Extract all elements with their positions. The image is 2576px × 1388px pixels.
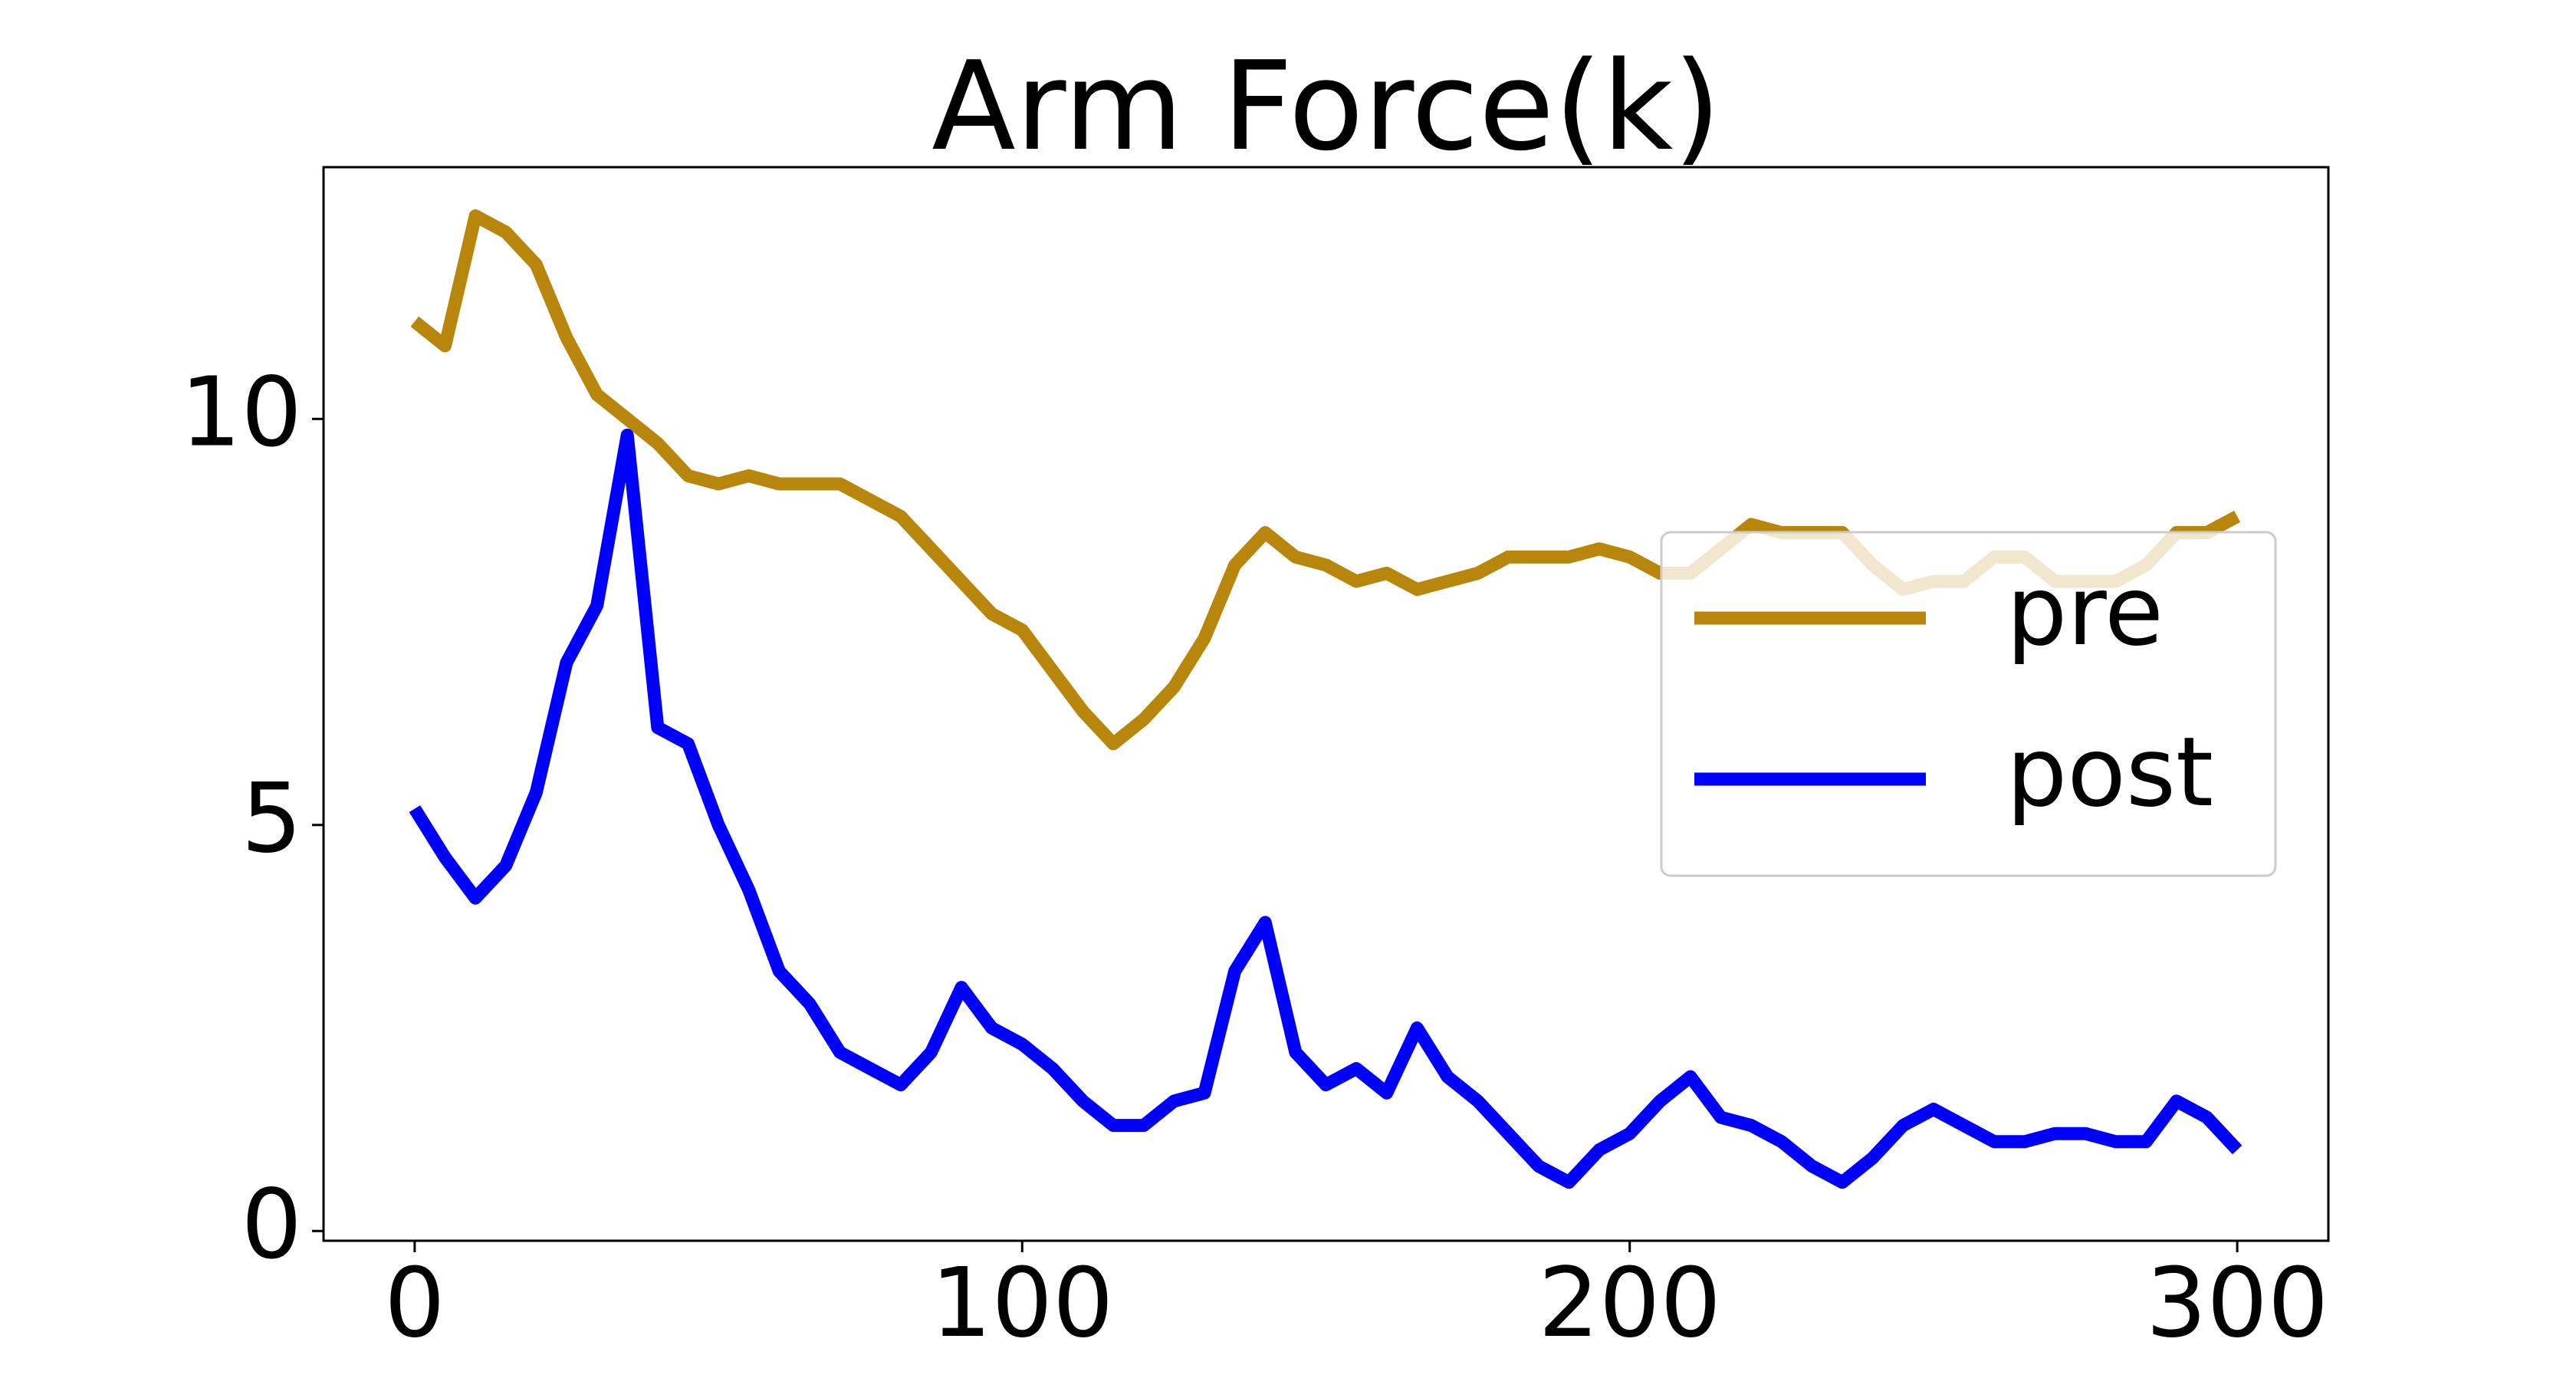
x-tick-label: 100 [931,1248,1114,1359]
y-tick-label: 5 [241,763,302,874]
series-line [409,428,2242,1189]
x-tick-label: 200 [1538,1248,1721,1359]
x-tick-label: 300 [2146,1248,2329,1359]
legend-label: post [2006,717,2213,828]
y-tick-label: 10 [180,357,302,468]
legend-label: pre [2006,556,2164,667]
y-tick-label: 0 [241,1169,302,1280]
chart-title: Arm Force(k) [932,35,1721,178]
x-tick-label: 0 [384,1248,445,1359]
plot-frame [322,166,2330,1242]
